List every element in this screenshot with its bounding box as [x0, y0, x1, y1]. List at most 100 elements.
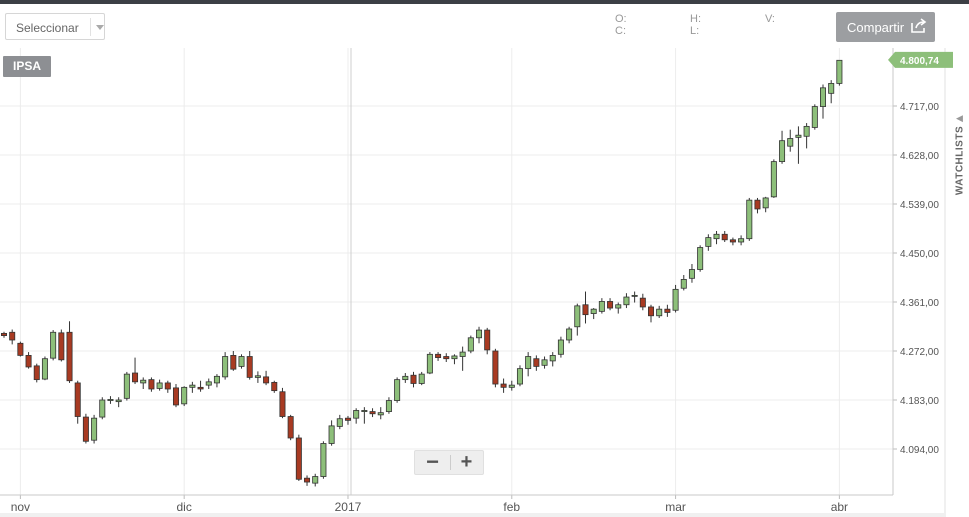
candlestick-chart[interactable]: 4.717,00 4.628,00 4.539,00 4.450,00 4.361,00… [0, 48, 969, 517]
candle-down [263, 370, 270, 386]
x-tick-label: feb [503, 500, 520, 514]
candle-body [820, 87, 827, 107]
candle-body [738, 238, 745, 243]
candle-body [132, 372, 139, 383]
candle-body [762, 197, 769, 209]
candle-up [222, 352, 229, 380]
candle-up [402, 373, 409, 383]
candle-down [304, 475, 311, 486]
candle-body [656, 308, 663, 317]
candle-up [181, 386, 188, 407]
candle-up [336, 414, 343, 430]
zoom-out-button[interactable]: − [426, 449, 439, 474]
candle-body [811, 106, 818, 128]
candle-body [82, 416, 89, 442]
high-label: H: [690, 13, 701, 25]
candle-body [361, 410, 368, 412]
candle-body [17, 342, 24, 356]
last-price-bg [888, 51, 953, 68]
candle-up [205, 378, 212, 389]
candle-up [623, 293, 630, 309]
candle-up [476, 326, 483, 344]
chart-grid [0, 48, 893, 495]
symbol-select[interactable]: Seleccionar [5, 13, 105, 40]
y-tick-label: 4.717,00 [900, 102, 939, 113]
candle-up [140, 377, 147, 389]
candle-up [320, 441, 327, 479]
candle-body [459, 351, 466, 357]
candle-up [41, 356, 48, 381]
candle-body [680, 279, 687, 289]
candle-up [156, 379, 163, 391]
zoom-in-button[interactable]: + [460, 451, 473, 473]
watchlists-tab[interactable]: ◀ WATCHLISTS [950, 113, 969, 213]
candle-up [557, 336, 564, 358]
symbol-select-label: Seleccionar [16, 21, 79, 35]
candle-up [549, 352, 556, 367]
candle-up [238, 354, 245, 369]
candle-down [148, 377, 155, 392]
candle-up [189, 381, 196, 393]
candle-up [99, 397, 106, 420]
candle-body [189, 384, 196, 388]
candle-body [754, 199, 761, 210]
candle-body [336, 418, 343, 427]
candle-body [295, 437, 302, 480]
candle-up [779, 130, 786, 164]
candle-body [115, 399, 122, 403]
horizontal-scrollbar[interactable] [0, 513, 945, 517]
candle-down [82, 413, 89, 444]
candle-body [607, 301, 614, 309]
candle-body [156, 382, 163, 389]
candle-body [516, 368, 523, 385]
candle-up [254, 371, 261, 383]
candle-up [828, 80, 835, 104]
candle-down [533, 355, 540, 371]
candle-body [344, 417, 351, 421]
candle-body [410, 374, 417, 384]
candle-body [41, 358, 48, 380]
candle-up [705, 234, 712, 251]
candle-up [312, 473, 319, 487]
y-tick-label: 4.628,00 [900, 151, 939, 162]
candle-body [828, 83, 835, 94]
candle-body [639, 297, 646, 308]
candle-body [598, 301, 605, 312]
chart-symbol-label: IPSA [3, 56, 52, 77]
x-tick-label: mar [665, 500, 686, 514]
candle-body [623, 296, 630, 306]
candle-down [230, 351, 237, 371]
candle-body [9, 331, 16, 341]
candle-down [132, 357, 139, 385]
candle-body [58, 332, 65, 361]
candle-body [197, 386, 204, 390]
candle-body [557, 339, 564, 355]
chevron-down-icon [96, 25, 104, 30]
candle-down [582, 291, 589, 324]
share-button[interactable]: Compartir [836, 12, 935, 42]
candle-down [197, 380, 204, 392]
candle-up [418, 371, 425, 386]
candle-up [746, 197, 753, 241]
candle-body [500, 383, 507, 388]
candle-up [680, 275, 687, 291]
candle-down [369, 408, 376, 418]
candle-body [533, 358, 540, 367]
candle-body [836, 59, 843, 84]
low-label: L: [690, 25, 700, 37]
y-tick-label: 4.272,00 [900, 347, 939, 358]
candle-body [435, 353, 442, 359]
candle-down [664, 304, 671, 317]
top-window-strip [0, 0, 969, 4]
candle-down [271, 380, 278, 393]
y-tick-label: 4.450,00 [900, 249, 939, 260]
candle-up [459, 346, 466, 371]
candle-down [58, 329, 65, 362]
candle-down [9, 329, 16, 345]
candle-body [566, 328, 573, 341]
close-label: C: [615, 25, 626, 37]
candle-body [508, 384, 515, 388]
candle-body [181, 386, 188, 405]
candle-body [418, 373, 425, 384]
candle-body [74, 382, 81, 417]
